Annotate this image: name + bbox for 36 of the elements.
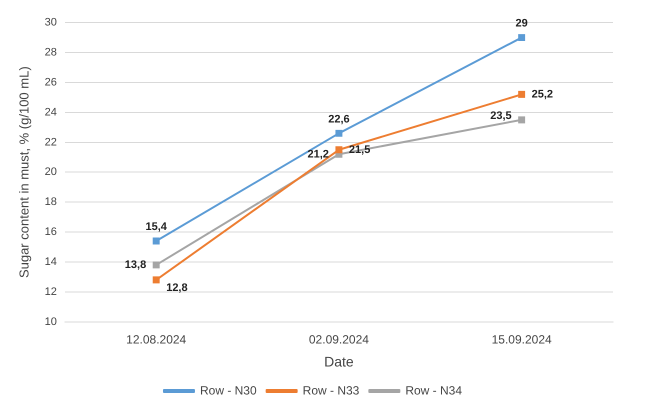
point: [518, 116, 526, 124]
y-tick-label: 18: [44, 196, 57, 208]
data-label: 23,5: [490, 110, 512, 122]
x-tick-label: 15.09.2024: [492, 332, 552, 346]
y-tick-label: 12: [44, 286, 57, 298]
x-tick-label: 02.09.2024: [308, 332, 370, 346]
y-tick-label: 26: [44, 76, 57, 88]
point: [152, 261, 160, 268]
data-label: 21,5: [348, 144, 370, 156]
y-tick-label: 20: [44, 166, 57, 178]
y-tick-label: 16: [44, 226, 57, 238]
x-axis-title: Date: [324, 353, 354, 370]
y-tick-label: 10: [44, 316, 57, 328]
data-label: 21,2: [307, 148, 329, 160]
point: [518, 90, 526, 98]
data-label: 13,8: [124, 258, 146, 271]
data-label: 15,4: [145, 221, 168, 234]
data-label: 12,8: [166, 282, 188, 294]
y-tick-label: 30: [44, 16, 57, 29]
point: [335, 130, 342, 137]
y-tick-label: 14: [44, 256, 57, 268]
data-label: 25,2: [532, 88, 554, 100]
point: [152, 276, 160, 284]
x-tick-label: 12.08.2024: [126, 332, 187, 346]
point: [152, 238, 160, 244]
y-tick-label: 28: [44, 46, 57, 59]
y-tick-label: 22: [44, 136, 57, 148]
data-label: 22,6: [328, 113, 350, 126]
y-tick-label: 24: [44, 106, 57, 118]
y-axis-title: Sugar content in must, % (g/100 mL): [16, 66, 32, 278]
point: [335, 146, 342, 154]
data-label: 29: [516, 18, 528, 30]
point: [518, 34, 526, 42]
legend-label: Row - N34: [405, 383, 462, 398]
legend-label: Row - N33: [302, 383, 360, 398]
legend-label: Row - N30: [200, 383, 257, 398]
